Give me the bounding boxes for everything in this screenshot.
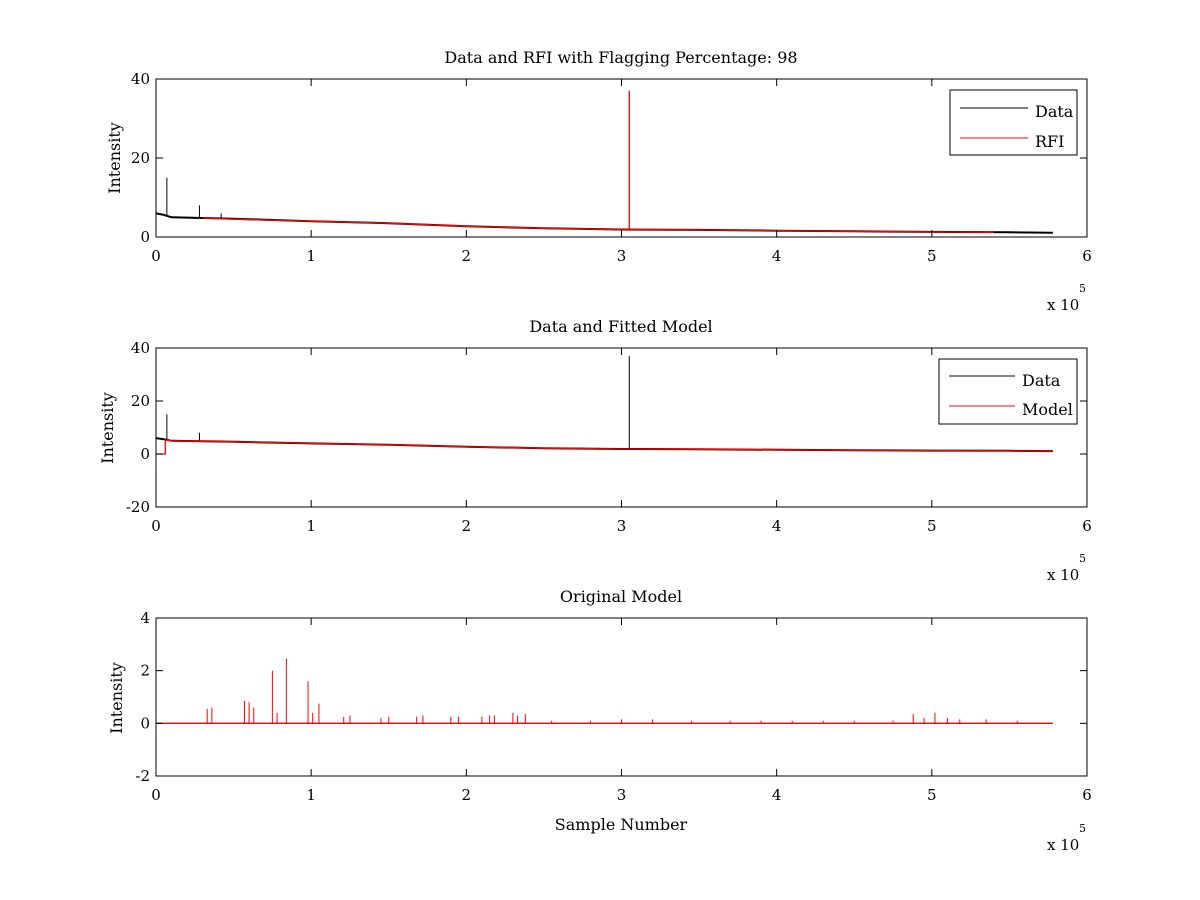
- y-tick-label: 0: [140, 714, 150, 732]
- legend-box: [949, 89, 1078, 156]
- x-tick-label: 6: [1082, 786, 1092, 804]
- y-tick-label: 4: [140, 609, 150, 627]
- x-multiplier-exp: 5: [1079, 552, 1086, 565]
- x-tick-label: 6: [1082, 247, 1092, 265]
- y-tick-label: 0: [140, 445, 150, 463]
- x-multiplier-exp: 5: [1079, 282, 1086, 295]
- y-axis-label: Intensity: [98, 392, 117, 464]
- y-tick-label: 0: [140, 228, 150, 246]
- y-tick-label: -2: [135, 767, 150, 785]
- panel-title: Data and RFI with Flagging Percentage: 9…: [444, 48, 797, 67]
- panel-title: Original Model: [560, 587, 682, 606]
- legend-box: [938, 358, 1078, 425]
- x-tick-label: 1: [306, 247, 316, 265]
- y-tick-label: 40: [131, 339, 150, 357]
- x-tick-label: 4: [772, 247, 782, 265]
- y-tick-label: 40: [131, 70, 150, 88]
- plot-area: [155, 355, 1053, 455]
- x-multiplier-base: x 10: [1047, 836, 1079, 854]
- y-tick-label: 20: [131, 392, 150, 410]
- legend: Data Model: [938, 358, 1078, 425]
- x-tick-label: 0: [151, 517, 161, 535]
- x-multiplier-base: x 10: [1047, 296, 1079, 314]
- legend-label-data: Data: [1022, 371, 1061, 390]
- plot-area: [156, 658, 1053, 724]
- legend-label-rfi: RFI: [1035, 132, 1064, 151]
- x-tick-label: 4: [772, 517, 782, 535]
- panel-original-model: Original Model Intensity Sample Number x…: [107, 587, 1092, 854]
- y-tick-label: 2: [140, 662, 150, 680]
- x-tick-label: 0: [151, 247, 161, 265]
- plot-area: [155, 90, 1053, 234]
- panel-title: Data and Fitted Model: [529, 317, 712, 336]
- y-axis-label: Intensity: [107, 662, 126, 734]
- x-axis-label: Sample Number: [555, 815, 688, 834]
- x-tick-label: 2: [462, 517, 472, 535]
- x-tick-label: 3: [617, 517, 627, 535]
- panel-fitted-model: Data and Fitted Model Intensity x 10 5 D…: [98, 317, 1092, 584]
- x-tick-label: 1: [306, 517, 316, 535]
- y-tick-label: 20: [131, 149, 150, 167]
- x-tick-label: 1: [306, 786, 316, 804]
- axes-frame: [155, 617, 1088, 777]
- x-multiplier-exp: 5: [1079, 822, 1086, 835]
- legend: Data RFI: [949, 89, 1078, 156]
- x-tick-label: 6: [1082, 517, 1092, 535]
- x-tick-label: 5: [927, 247, 937, 265]
- x-tick-label: 0: [151, 786, 161, 804]
- x-tick-label: 5: [927, 786, 937, 804]
- x-multiplier-base: x 10: [1047, 566, 1079, 584]
- legend-label-data: Data: [1035, 102, 1074, 121]
- x-tick-label: 2: [462, 247, 472, 265]
- x-tick-label: 3: [617, 786, 627, 804]
- x-tick-label: 2: [462, 786, 472, 804]
- y-tick-label: -20: [126, 498, 150, 516]
- x-tick-label: 5: [927, 517, 937, 535]
- legend-label-model: Model: [1022, 400, 1073, 419]
- panel-rfi: Data and RFI with Flagging Percentage: 9…: [105, 48, 1092, 314]
- x-tick-label: 3: [617, 247, 627, 265]
- y-axis-label: Intensity: [105, 122, 124, 194]
- x-tick-label: 4: [772, 786, 782, 804]
- series-line-model: [156, 439, 1053, 455]
- axes-frame: [155, 347, 1088, 508]
- axes-frame: [155, 78, 1088, 238]
- series-line-rfi: [202, 217, 994, 233]
